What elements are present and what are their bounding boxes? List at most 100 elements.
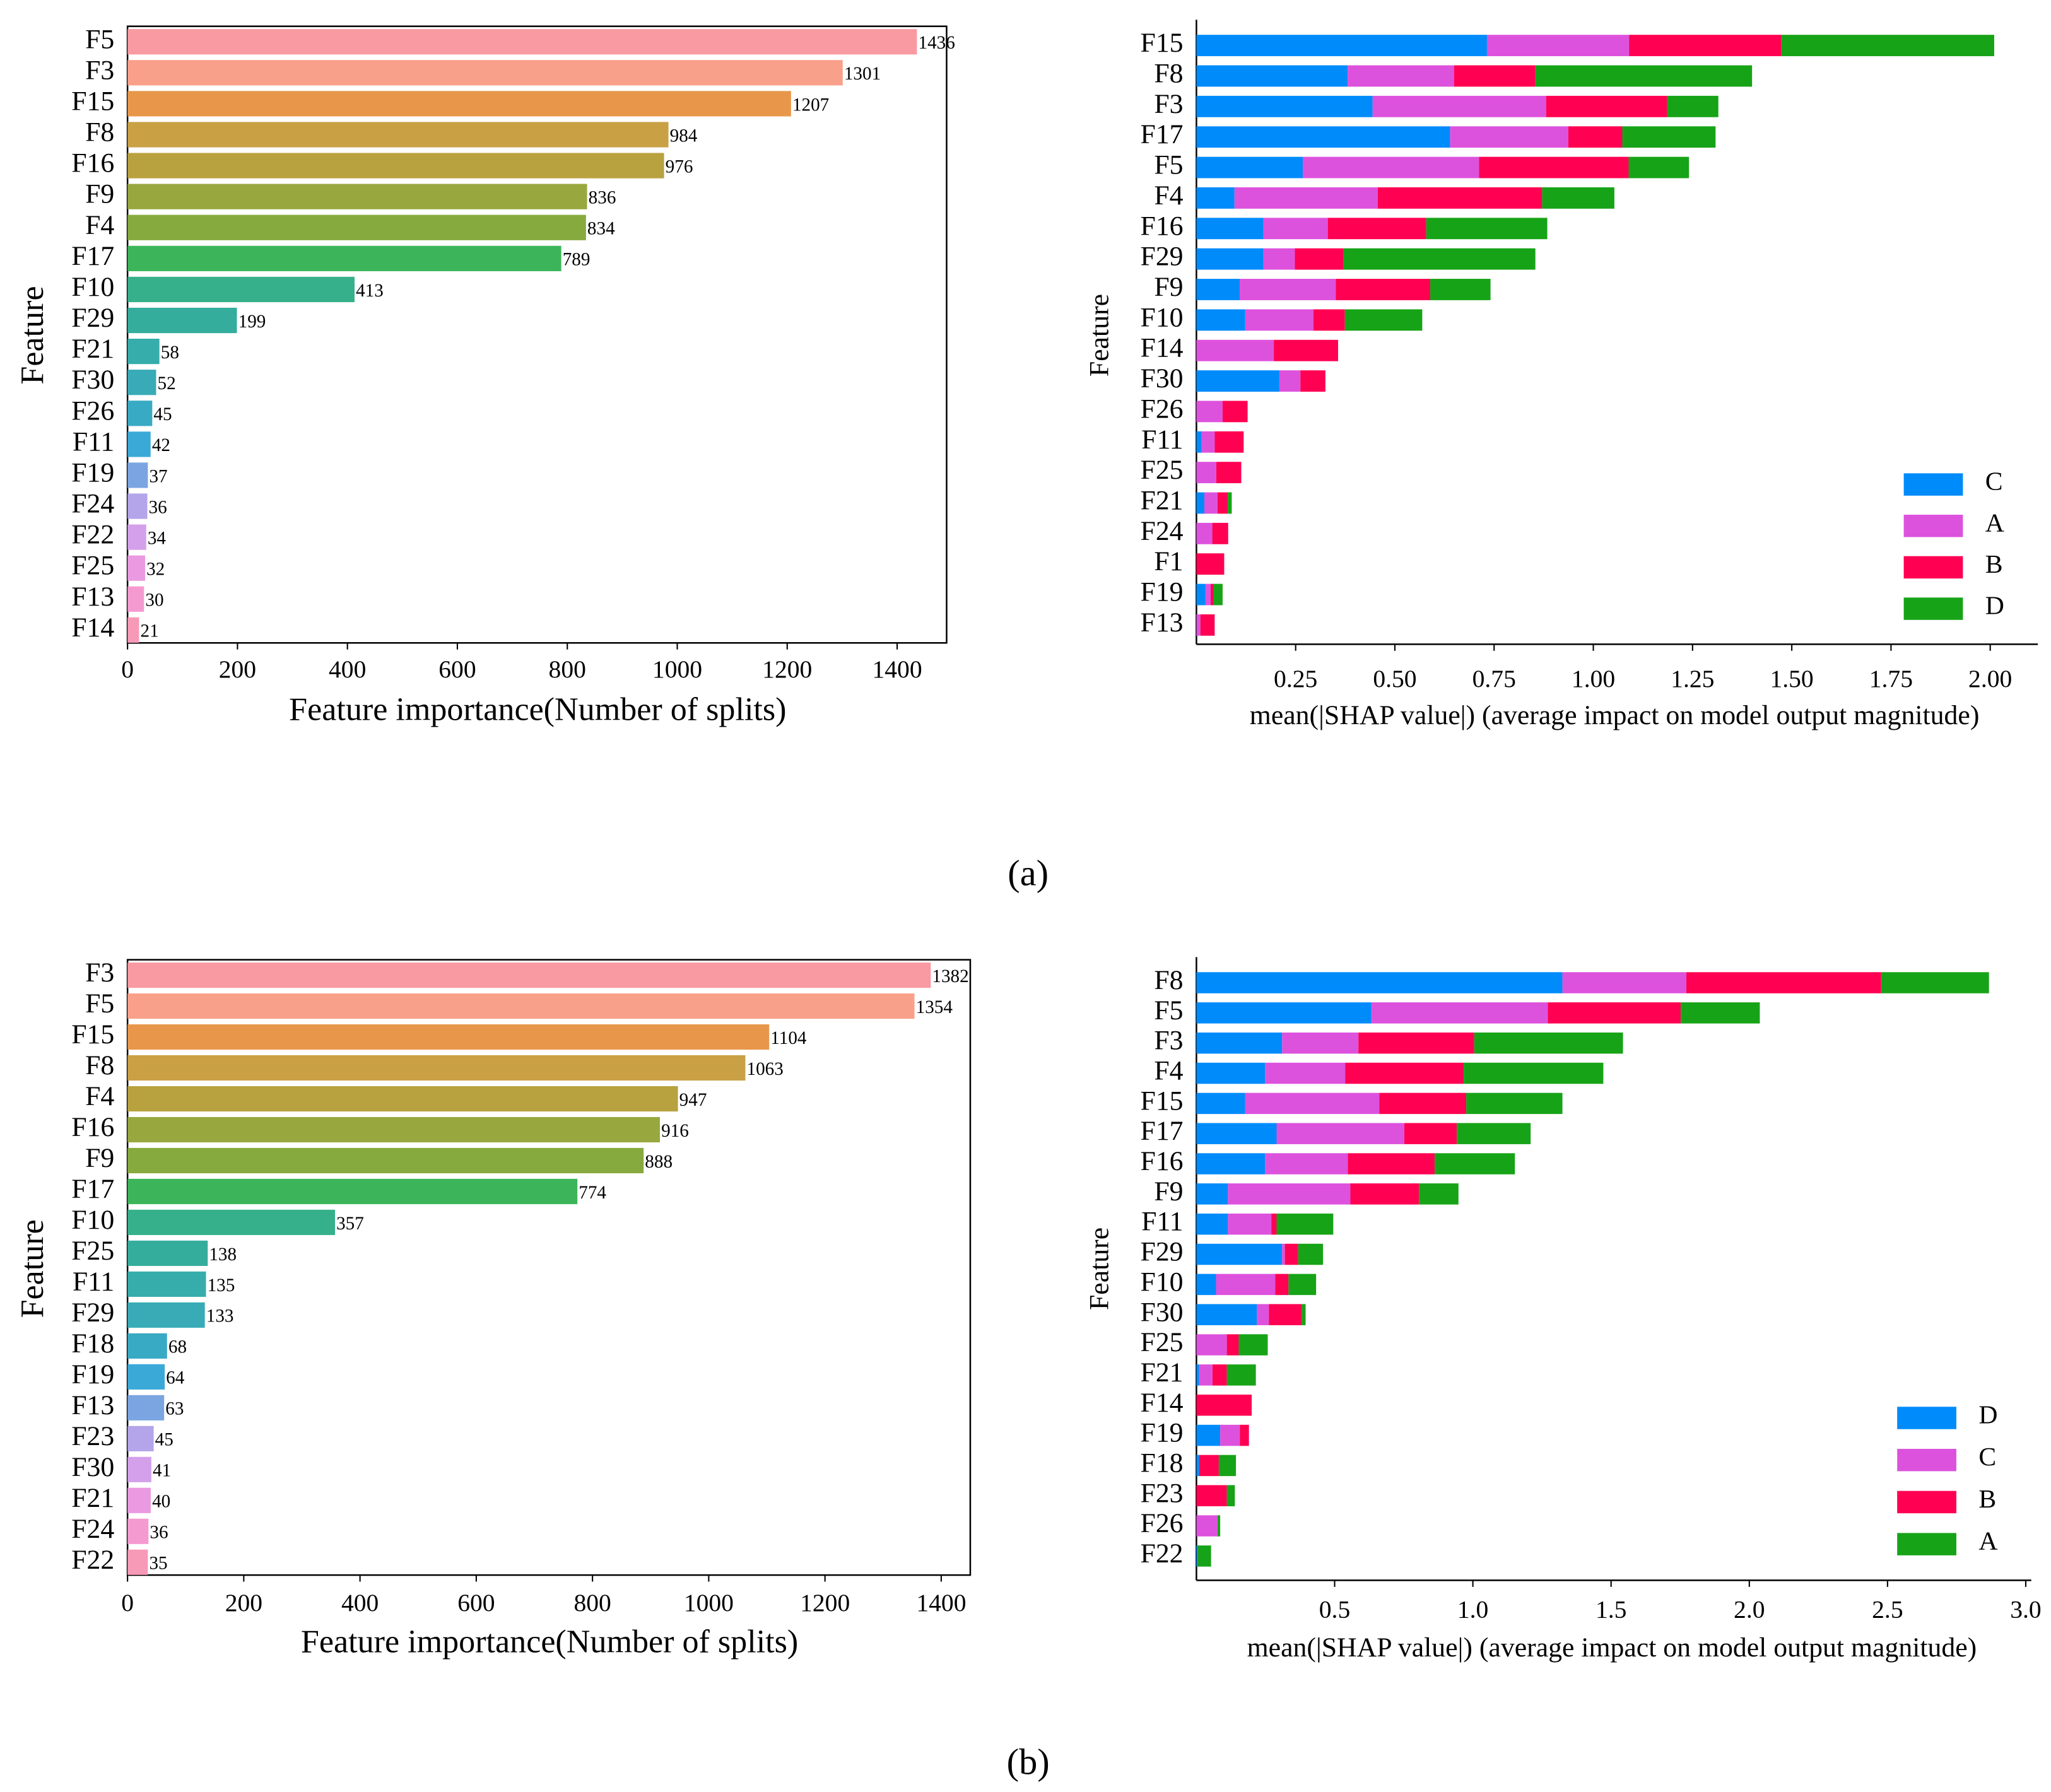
y-tick-label: F14 [71, 612, 114, 643]
bar-segment [1196, 431, 1202, 453]
bar [127, 338, 160, 365]
bar [127, 1456, 151, 1482]
value-label: 68 [168, 1337, 187, 1357]
bar-segment [1568, 126, 1623, 148]
x-axis-label: mean(|SHAP value|) (average impact on mo… [1250, 700, 1980, 730]
y-tick-label: F4 [85, 210, 114, 240]
bar [127, 370, 156, 395]
value-label: 834 [587, 219, 615, 239]
y-tick-label: F8 [1154, 59, 1183, 89]
y-tick-label: F13 [1140, 607, 1183, 638]
y-tick-label: F15 [71, 1019, 114, 1050]
bar-segment [1629, 35, 1782, 57]
y-tick-label: F16 [71, 1112, 114, 1142]
bar [127, 91, 791, 117]
bar-segment [1196, 65, 1348, 87]
value-label: 52 [158, 373, 176, 394]
y-tick-label: F29 [1140, 1237, 1183, 1267]
bar [127, 963, 931, 988]
bar-segment [1284, 1243, 1298, 1265]
bar-segment [1343, 248, 1536, 270]
y-tick-label: F18 [71, 1328, 114, 1359]
y-tick-label: F30 [1140, 363, 1183, 394]
legend-label: D [1985, 592, 2004, 621]
legend-swatch [1897, 1533, 1956, 1555]
y-tick-label: F25 [71, 1236, 114, 1266]
bar-segment [1781, 35, 1994, 57]
bar-segment [1201, 431, 1215, 453]
bar-segment [1205, 583, 1211, 606]
y-tick-label: F26 [71, 395, 114, 426]
y-tick-label: F17 [71, 241, 114, 271]
bar-segment [1196, 1364, 1199, 1386]
bar-segment [1239, 279, 1336, 300]
bar [127, 1395, 165, 1420]
x-tick-label: 3.0 [2010, 1596, 2041, 1624]
y-tick-label: F16 [1140, 1146, 1183, 1176]
y-tick-label: F17 [1140, 119, 1183, 149]
bar-segment [1282, 1243, 1285, 1265]
bar [127, 993, 915, 1019]
x-tick-label: 1200 [762, 655, 812, 683]
bar-segment [1196, 126, 1450, 148]
value-label: 836 [589, 188, 616, 208]
bar-segment [1681, 1002, 1760, 1024]
y-tick-label: F10 [1140, 1267, 1183, 1297]
value-label: 1207 [792, 95, 829, 115]
bar [127, 1426, 154, 1451]
bar [127, 307, 237, 334]
bar-segment [1379, 1092, 1467, 1115]
bar-segment [1464, 1062, 1604, 1084]
bar-segment [1622, 126, 1716, 148]
y-tick-label: F29 [71, 303, 114, 333]
bar [127, 1116, 661, 1143]
x-tick-label: 1.0 [1457, 1596, 1488, 1624]
y-tick-label: F9 [1154, 1176, 1183, 1207]
bar-segment [1196, 35, 1487, 57]
bar-segment [1276, 1213, 1334, 1235]
bar-segment [1196, 1304, 1257, 1325]
bar-segment [1265, 1153, 1348, 1174]
y-tick-label: F15 [71, 86, 114, 116]
bar-segment [1196, 156, 1303, 179]
bar-segment [1348, 1153, 1435, 1174]
value-label: 35 [149, 1554, 167, 1574]
value-label: 58 [161, 343, 179, 363]
y-tick-label: F4 [1154, 1056, 1183, 1086]
bar [127, 586, 144, 612]
bar-segment [1240, 1424, 1249, 1446]
bar-segment [1196, 1243, 1283, 1265]
value-label: 40 [152, 1492, 170, 1512]
y-axis-label: Feature [15, 286, 50, 384]
x-tick-label: 1400 [872, 655, 922, 683]
value-label: 1104 [770, 1028, 807, 1048]
x-tick-label: 400 [329, 655, 366, 683]
bar [127, 1364, 165, 1390]
bar-segment [1196, 1213, 1228, 1235]
bar-segment [1404, 1123, 1457, 1144]
bar-segment [1546, 95, 1667, 117]
bar-segment [1263, 218, 1328, 240]
y-tick-label: F5 [85, 24, 114, 54]
bar-segment [1196, 279, 1240, 300]
bar [127, 184, 587, 209]
bar-segment [1238, 1334, 1268, 1356]
x-tick-label: 1.75 [1869, 665, 1913, 693]
value-label: 774 [579, 1183, 606, 1203]
value-label: 34 [148, 528, 167, 548]
x-tick-label: 400 [341, 1589, 379, 1617]
value-label: 63 [165, 1399, 184, 1419]
y-tick-label: F9 [85, 1143, 114, 1173]
bar-segment [1196, 492, 1204, 514]
bar [127, 245, 561, 271]
bar-segment [1196, 1032, 1283, 1054]
bar-segment [1211, 583, 1214, 606]
x-tick-label: 1000 [684, 1589, 734, 1617]
y-tick-label: F8 [1154, 965, 1183, 995]
x-tick-label: 1.25 [1671, 665, 1714, 693]
y-tick-label: F29 [71, 1297, 114, 1328]
panel-label: (a) [1008, 853, 1049, 894]
y-tick-label: F17 [1140, 1116, 1183, 1146]
bar [127, 1086, 678, 1112]
x-tick-label: 0 [121, 655, 134, 683]
